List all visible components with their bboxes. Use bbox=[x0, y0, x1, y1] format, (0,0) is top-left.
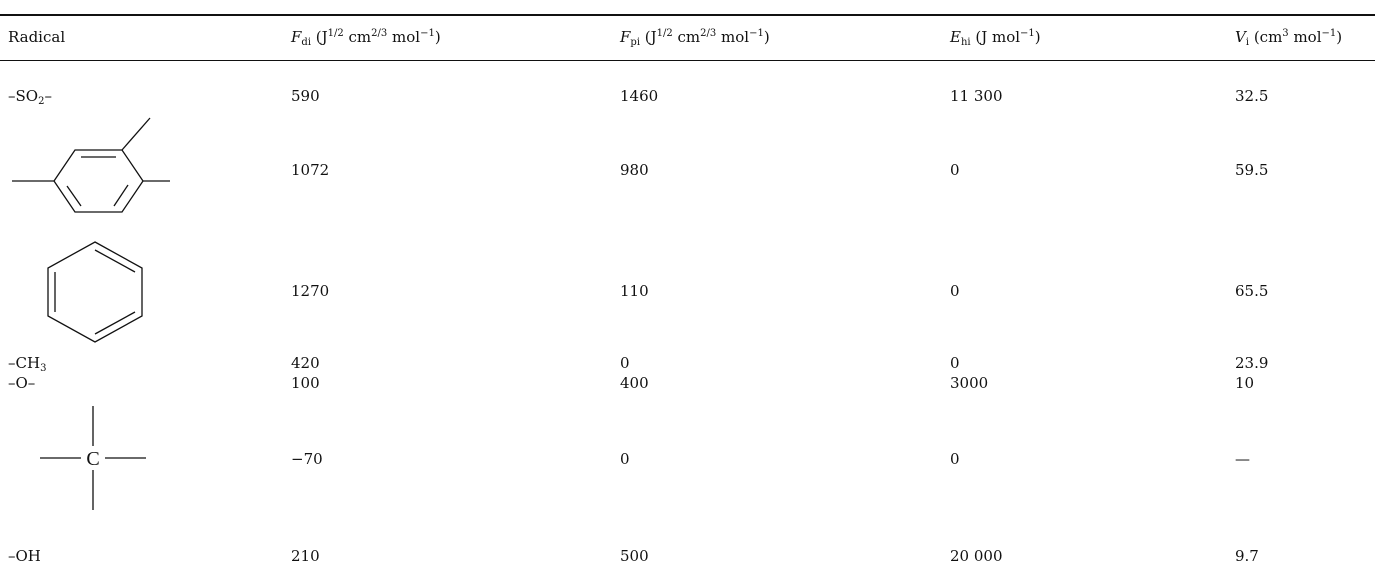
row-1-fdi: 1072 bbox=[291, 161, 330, 179]
header-ehi-close: ) bbox=[1034, 28, 1041, 46]
header-vi-unit-pre: (cm bbox=[1249, 28, 1283, 46]
row-6-fdi: 210 bbox=[291, 547, 320, 565]
quaternary-carbon-structure: C bbox=[38, 404, 148, 512]
header-rule bbox=[0, 60, 1375, 61]
row-3-ehi: 0 bbox=[950, 354, 960, 372]
carbon-atom-label: C bbox=[86, 448, 99, 470]
row-6-fpi: 500 bbox=[620, 547, 649, 565]
benzene-ring-icon bbox=[47, 241, 143, 343]
header-fdi-exp2: 2/3 bbox=[371, 28, 388, 39]
header-fpi-mid: cm bbox=[672, 28, 701, 46]
header-fdi-tail: mol bbox=[387, 28, 421, 46]
header-vi-symbol: V bbox=[1235, 28, 1246, 46]
row-2-fdi: 1270 bbox=[291, 282, 330, 300]
header-ehi-unit-pre: (J mol bbox=[970, 28, 1021, 46]
header-ehi-symbol: E bbox=[950, 28, 961, 46]
row-6-ehi: 20 000 bbox=[950, 547, 1003, 565]
header-fdi-exp3: −1 bbox=[420, 28, 435, 39]
row-0-radical-pre: –SO bbox=[8, 87, 39, 105]
row-4-radical-pre: –O– bbox=[8, 374, 36, 392]
top-rule bbox=[0, 14, 1375, 16]
header-vi-mid: mol bbox=[1288, 28, 1322, 46]
row-5-vi: — bbox=[1235, 450, 1250, 468]
header-fpi-unit-pre: (J bbox=[640, 28, 657, 46]
header-vi-exp1: 3 bbox=[1282, 28, 1289, 39]
trisubstituted-benzene-icon bbox=[12, 117, 170, 213]
header-fdi-mid: cm bbox=[343, 28, 372, 46]
row-1-ehi: 0 bbox=[950, 161, 960, 179]
header-fpi-close: ) bbox=[763, 28, 770, 46]
row-4-vi: 10 bbox=[1235, 374, 1255, 392]
row-4-fdi: 100 bbox=[291, 374, 320, 392]
header-fdi-unit-pre: (J bbox=[311, 28, 328, 46]
header-ehi-exp1: −1 bbox=[1020, 28, 1035, 39]
row-0-vi: 32.5 bbox=[1235, 87, 1269, 105]
header-fdi-sub: di bbox=[301, 37, 312, 48]
header-fdi-close: ) bbox=[434, 28, 441, 46]
header-fpi: Fpi (J1/2 cm2/3 mol−1) bbox=[620, 28, 770, 48]
row-0-radical-post: – bbox=[44, 87, 52, 105]
row-2-ehi: 0 bbox=[950, 282, 960, 300]
trisubstituted-benzene-structure bbox=[10, 114, 175, 214]
row-0-ehi: 11 300 bbox=[950, 87, 1003, 105]
header-fpi-exp3: −1 bbox=[749, 28, 764, 39]
row-3-vi: 23.9 bbox=[1235, 354, 1269, 372]
row-3-radical: –CH3 bbox=[8, 354, 47, 374]
row-0-radical-sub: 2 bbox=[38, 96, 45, 107]
row-2-vi: 65.5 bbox=[1235, 282, 1269, 300]
row-5-ehi: 0 bbox=[950, 450, 960, 468]
row-1-vi: 59.5 bbox=[1235, 161, 1269, 179]
benzene-ring-structure bbox=[44, 240, 146, 344]
header-fdi-exp1: 1/2 bbox=[327, 28, 344, 39]
header-vi-sub: i bbox=[1245, 37, 1250, 48]
header-fpi-exp2: 2/3 bbox=[700, 28, 717, 39]
row-3-radical-pre: –CH bbox=[8, 354, 41, 372]
header-fpi-tail: mol bbox=[716, 28, 750, 46]
header-radical: Radical bbox=[8, 28, 66, 46]
row-3-radical-sub: 3 bbox=[40, 363, 47, 374]
row-6-radical-pre: –OH bbox=[8, 547, 41, 565]
row-5-fdi: −70 bbox=[291, 450, 323, 468]
header-vi-close: ) bbox=[1336, 28, 1343, 46]
row-4-radical: –O– bbox=[8, 374, 35, 392]
quaternary-carbon-icon: C bbox=[40, 406, 146, 510]
header-ehi: Ehi (J mol−1) bbox=[950, 28, 1041, 48]
row-2-fpi: 110 bbox=[620, 282, 649, 300]
row-3-fpi: 0 bbox=[620, 354, 630, 372]
header-vi: Vi (cm3 mol−1) bbox=[1235, 28, 1343, 48]
row-3-fdi: 420 bbox=[291, 354, 320, 372]
header-fpi-sub: pi bbox=[630, 37, 641, 48]
row-0-fdi: 590 bbox=[291, 87, 320, 105]
header-ehi-sub: hi bbox=[960, 37, 971, 48]
header-vi-exp2: −1 bbox=[1321, 28, 1337, 39]
header-fpi-exp1: 1/2 bbox=[656, 28, 673, 39]
row-6-radical: –OH bbox=[8, 547, 41, 565]
row-1-fpi: 980 bbox=[620, 161, 649, 179]
row-0-radical: –SO2– bbox=[8, 87, 52, 107]
row-4-fpi: 400 bbox=[620, 374, 649, 392]
row-0-fpi: 1460 bbox=[620, 87, 659, 105]
row-4-ehi: 3000 bbox=[950, 374, 989, 392]
row-5-fpi: 0 bbox=[620, 450, 630, 468]
header-fdi: Fdi (J1/2 cm2/3 mol−1) bbox=[291, 28, 441, 48]
header-fpi-symbol: F bbox=[620, 28, 631, 46]
header-fdi-symbol: F bbox=[291, 28, 302, 46]
row-6-vi: 9.7 bbox=[1235, 547, 1259, 565]
